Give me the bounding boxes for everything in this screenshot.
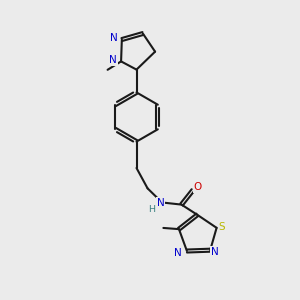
Text: N: N [211, 247, 218, 257]
Text: N: N [157, 198, 164, 208]
Text: H: H [148, 206, 155, 214]
Text: N: N [174, 248, 182, 258]
Text: S: S [219, 222, 225, 232]
Text: N: N [109, 55, 117, 65]
Text: O: O [194, 182, 202, 192]
Text: N: N [110, 33, 118, 43]
